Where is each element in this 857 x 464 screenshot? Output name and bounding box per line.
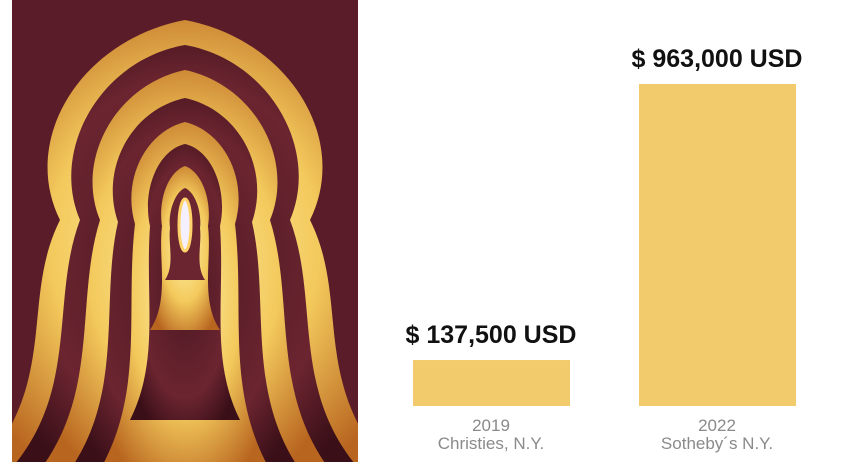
bar <box>639 84 796 406</box>
value-label: $ 137,500 USD <box>406 321 577 349</box>
x-tick-label: 2022 <box>698 416 736 435</box>
artwork <box>12 0 358 462</box>
venue-label: Sotheby´s N.Y. <box>661 434 773 453</box>
bar <box>413 360 570 406</box>
value-label: $ 963,000 USD <box>632 45 803 73</box>
x-tick-label: 2019 <box>472 416 510 435</box>
venue-label: Christies, N.Y. <box>438 434 544 453</box>
